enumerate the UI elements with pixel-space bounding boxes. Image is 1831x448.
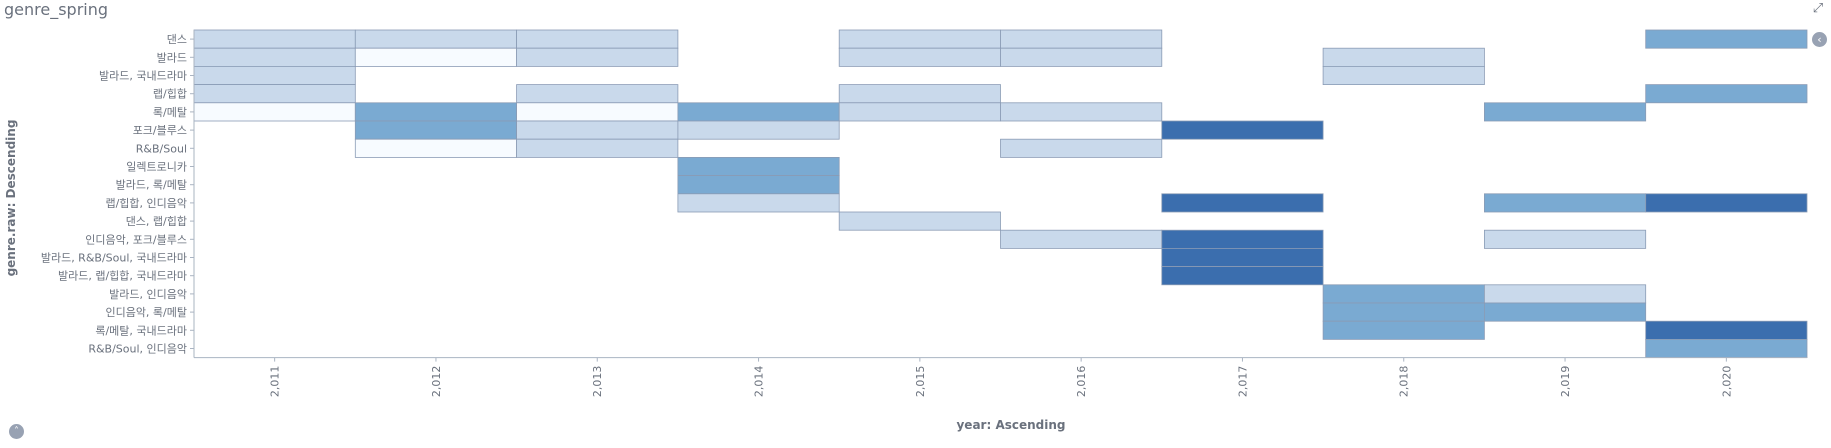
heatmap-cell[interactable] <box>354 102 517 122</box>
heatmap-cell[interactable] <box>1484 302 1647 322</box>
legend-toggle-button[interactable]: ‹ <box>1812 32 1827 47</box>
heatmap-cell[interactable] <box>838 47 1001 67</box>
heatmap-cell[interactable] <box>1484 284 1647 304</box>
heatmap-cell[interactable] <box>354 138 517 158</box>
y-axis-title: genre.raw: Descending <box>4 120 18 277</box>
heatmap-cell[interactable] <box>516 47 679 67</box>
heatmap-cell[interactable] <box>1161 266 1324 286</box>
panel-title: genre_spring <box>4 0 109 19</box>
heatmap-cells <box>193 29 1808 358</box>
y-tick-label: 발라드, 록/메탈 <box>116 179 187 192</box>
heatmap-cell[interactable] <box>354 120 517 140</box>
heatmap-cell[interactable] <box>1645 84 1808 104</box>
heatmap-cell[interactable] <box>1161 247 1324 267</box>
x-tick-label: 2,017 <box>1236 366 1249 398</box>
x-tick-label: 2,013 <box>591 366 604 398</box>
heatmap-cell[interactable] <box>677 175 840 195</box>
heatmap-cell[interactable] <box>1161 229 1324 249</box>
heatmap-cell[interactable] <box>193 47 356 67</box>
heatmap-cell[interactable] <box>193 66 356 86</box>
heatmap-cell[interactable] <box>193 102 356 122</box>
y-tick-label: 일렉트로니카 <box>126 160 187 174</box>
heatmap-cell[interactable] <box>1484 229 1647 249</box>
x-tick-label: 2,018 <box>1398 366 1411 398</box>
chevron-left-icon: ‹ <box>1817 33 1822 46</box>
heatmap-cell[interactable] <box>1645 29 1808 49</box>
heatmap-cell[interactable] <box>1000 138 1163 158</box>
heatmap-cell[interactable] <box>1000 29 1163 49</box>
heatmap-cell[interactable] <box>193 84 356 104</box>
heatmap-cell[interactable] <box>838 29 1001 49</box>
y-tick-label: R&B/Soul <box>136 142 187 155</box>
heatmap-cell[interactable] <box>677 156 840 176</box>
heatmap-cell[interactable] <box>516 102 679 122</box>
y-tick-label: 발라드, R&B/Soul, 국내드라마 <box>41 252 187 265</box>
y-tick-label: 록/메탈, 국내드라마 <box>95 324 187 337</box>
y-tick-label: 댄스, 랩/힙합 <box>126 215 187 228</box>
heatmap-cell[interactable] <box>1322 302 1485 322</box>
y-tick-label: R&B/Soul, 인디음악 <box>88 343 187 356</box>
y-tick-label: 인디음악, 포크/블루스 <box>85 233 187 246</box>
x-tick-label: 2,016 <box>1075 366 1088 398</box>
heatmap-cell[interactable] <box>1484 102 1647 122</box>
heatmap-cell[interactable] <box>677 102 840 122</box>
x-tick-label: 2,012 <box>430 366 443 398</box>
heatmap-cell[interactable] <box>1000 229 1163 249</box>
y-tick-label: 포크/블루스 <box>133 124 187 137</box>
y-tick-label: 발라드, 랩/힙합, 국내드라마 <box>58 270 187 283</box>
heatmap-cell[interactable] <box>516 84 679 104</box>
y-tick-label: 발라드, 인디음악 <box>109 288 187 301</box>
y-tick-label: 인디음악, 록/메탈 <box>105 306 187 319</box>
heatmap-cell[interactable] <box>838 84 1001 104</box>
heatmap-cell[interactable] <box>1322 320 1485 340</box>
heatmap-cell[interactable] <box>193 29 356 49</box>
heatmap-cell[interactable] <box>354 29 517 49</box>
heatmap-cell[interactable] <box>1645 338 1808 358</box>
heatmap-cell[interactable] <box>838 102 1001 122</box>
heatmap-cell[interactable] <box>1161 193 1324 213</box>
heatmap-cell[interactable] <box>1645 320 1808 340</box>
heatmap-cell[interactable] <box>838 211 1001 231</box>
chevron-up-icon: ˄ <box>14 426 19 437</box>
heatmap-cell[interactable] <box>1322 66 1485 86</box>
x-axis-title: year: Ascending <box>956 418 1065 432</box>
heatmap-cell[interactable] <box>1000 47 1163 67</box>
y-tick-label: 록/메탈 <box>153 106 187 119</box>
y-tick-label: 랩/힙합 <box>153 88 187 101</box>
x-tick-label: 2,014 <box>753 366 766 398</box>
heatmap-cell[interactable] <box>354 47 517 67</box>
x-tick-label: 2,020 <box>1720 366 1733 398</box>
collapse-toggle-button[interactable]: ˄ <box>9 424 24 439</box>
heatmap-cell[interactable] <box>677 120 840 140</box>
heatmap-cell[interactable] <box>677 193 840 213</box>
x-tick-label: 2,015 <box>914 366 927 398</box>
heatmap-cell[interactable] <box>1322 284 1485 304</box>
y-tick-label: 발라드 <box>157 51 187 64</box>
expand-icon[interactable]: ⤢ <box>1812 1 1824 16</box>
x-tick-label: 2,019 <box>1559 366 1572 398</box>
heatmap-cell[interactable] <box>1484 193 1647 213</box>
heatmap-cell[interactable] <box>1000 102 1163 122</box>
y-tick-label: 댄스 <box>167 33 187 46</box>
heatmap-cell[interactable] <box>516 120 679 140</box>
x-tick-label: 2,011 <box>269 366 282 398</box>
heatmap-cell[interactable] <box>1645 193 1808 213</box>
heatmap-cell[interactable] <box>1161 120 1324 140</box>
heatmap-cell[interactable] <box>1322 47 1485 67</box>
heatmap-cell[interactable] <box>516 138 679 158</box>
y-tick-label: 발라드, 국내드라마 <box>99 70 187 83</box>
heatmap-cell[interactable] <box>516 29 679 49</box>
y-tick-label: 랩/힙합, 인디음악 <box>105 197 187 210</box>
